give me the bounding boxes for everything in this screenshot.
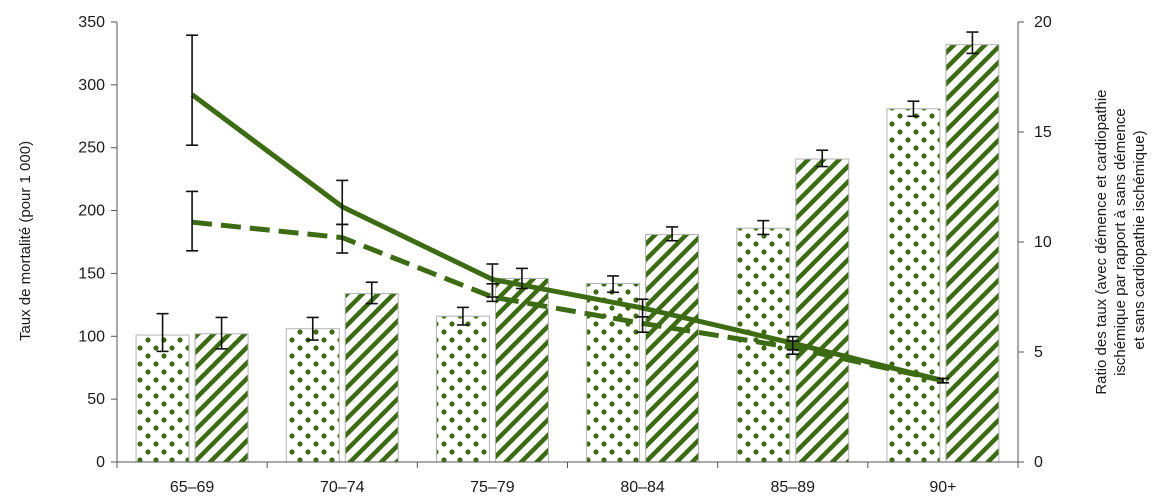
line-solid	[190, 92, 944, 384]
bar-dots-0	[135, 334, 190, 463]
y-left-tick-label-300: 300	[78, 77, 105, 94]
line-dashed-error-3	[636, 315, 649, 334]
y-right-tick-label-20: 20	[1034, 14, 1052, 31]
y-axis-left-title: Taux de mortalité (pour 1 000)	[17, 141, 34, 341]
bar-stripes-5	[945, 44, 1000, 463]
y-left-tick-label-50: 50	[87, 391, 105, 408]
bar-stripes-error-1	[365, 281, 378, 305]
bar-dots-error-4	[757, 219, 770, 236]
bar-dots-3	[586, 282, 641, 463]
y-right-tick-label-0: 0	[1034, 454, 1043, 471]
bar-dots-error-5	[907, 100, 920, 118]
bar-stripes-error-2	[515, 267, 528, 290]
axes-layer: 0 50 100 150 200 250 300 350 0 5 10 15 20 65–69 70–74 7…	[78, 14, 1052, 496]
y-left-tick-label-100: 100	[78, 328, 105, 345]
bar-stripes-3	[645, 233, 700, 463]
bar-stripes-0	[194, 333, 249, 463]
line-dashed-error-5	[936, 377, 949, 384]
y-axis-right-title-line-1: Ratio des taux (avec démence et cardiopa…	[1093, 89, 1110, 394]
y-axis-right-title-line-2: ischémique par rapport à sans démence	[1112, 108, 1129, 376]
bar-stripes-error-5	[966, 31, 979, 55]
line-dashed	[191, 219, 944, 384]
bar-dots-1	[285, 328, 340, 463]
bar-dots-5	[886, 108, 941, 463]
line-dashed-error-1	[336, 223, 349, 254]
bar-dots-error-2	[456, 306, 469, 326]
bar-stripes-4	[795, 158, 850, 463]
y-axis-right-title: Ratio des taux (avec démence et cardiopa…	[1093, 85, 1148, 394]
bar-stripes-error-0	[215, 316, 228, 350]
line-solid-error-0	[186, 34, 199, 146]
bars-layer	[135, 44, 1000, 463]
y-left-tick-label-0: 0	[96, 454, 105, 471]
x-tick-label-0: 65–69	[170, 479, 215, 496]
bar-stripes-error-3	[666, 226, 679, 242]
x-tick-label-4: 85–89	[771, 479, 816, 496]
x-tick-label-1: 70–74	[320, 479, 365, 496]
line-dashed-error-4	[786, 340, 799, 356]
bar-stripes-1	[344, 293, 399, 463]
bar-stripes-2	[494, 277, 549, 463]
lines-layer	[190, 92, 944, 384]
y-left-tick-label-350: 350	[78, 14, 105, 31]
y-left-tick-label-200: 200	[78, 203, 105, 220]
y-left-tick-label-150: 150	[78, 265, 105, 282]
line-dashed-error-0	[186, 190, 199, 252]
x-tick-label-3: 80–84	[620, 479, 665, 496]
bar-dots-error-0	[156, 312, 169, 353]
bar-dots-error-3	[607, 275, 620, 294]
bar-dots-2	[435, 315, 490, 463]
y-right-tick-label-10: 10	[1034, 234, 1052, 251]
y-left-tick-label-250: 250	[78, 140, 105, 157]
error-bars-layer	[156, 31, 979, 384]
line-dashed-error-2	[486, 282, 499, 303]
y-right-tick-label-5: 5	[1034, 344, 1043, 361]
y-right-tick-label-15: 15	[1034, 124, 1052, 141]
bar-stripes-error-4	[816, 149, 829, 168]
bar-dots-error-1	[306, 316, 319, 341]
x-tick-label-5: 90+	[929, 479, 956, 496]
x-tick-label-2: 75–79	[470, 479, 515, 496]
y-axis-right-title-line-3: et sans cardiopathie ischémique)	[1131, 130, 1148, 349]
